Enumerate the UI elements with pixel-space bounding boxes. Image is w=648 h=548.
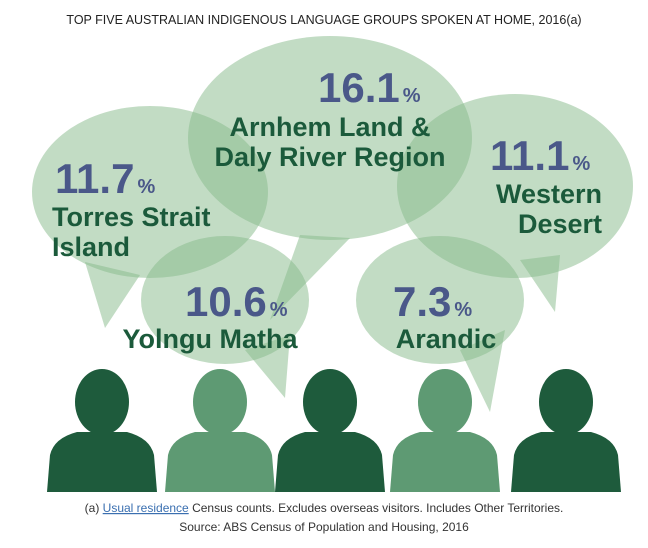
unit-label: % — [572, 153, 590, 175]
person-body — [47, 432, 157, 492]
footnote: (a) Usual residence Census counts. Exclu… — [85, 501, 564, 515]
unit-label: % — [137, 176, 155, 198]
unit-label: % — [270, 299, 288, 321]
speech-bubble — [356, 236, 524, 364]
person-head — [418, 369, 472, 435]
category-label: Yolngu Matha — [123, 324, 299, 354]
speech-bubble-tail — [245, 335, 290, 398]
person-head — [539, 369, 593, 435]
chart-title: TOP FIVE AUSTRALIAN INDIGENOUS LANGUAGE … — [66, 13, 581, 27]
person-body — [275, 432, 385, 492]
labels: 16.1 % Arnhem Land & Daly River Region 11.7%… — [52, 64, 602, 354]
person-body — [511, 432, 621, 492]
person-body — [390, 432, 500, 492]
unit-label: % — [454, 299, 472, 321]
person-head — [303, 369, 357, 435]
value-label: 11.1 — [490, 132, 569, 179]
footnote-text: Census counts. Excludes overseas visitor… — [192, 501, 563, 515]
bubbles — [32, 36, 633, 412]
category-label: Western Desert — [496, 179, 602, 239]
speech-bubble — [397, 94, 633, 278]
value-label: 10.6 — [185, 278, 267, 325]
speech-bubble — [32, 106, 268, 278]
person-head — [193, 369, 247, 435]
people — [47, 369, 621, 492]
value-label: 16.1 — [318, 64, 400, 111]
category-label: Torres Strait Island — [52, 202, 211, 262]
speech-bubble-tail — [85, 262, 140, 328]
speech-bubble-tail — [460, 330, 505, 412]
unit-label: % — [403, 85, 421, 107]
person-body — [165, 432, 275, 492]
speech-bubble-tail — [520, 255, 560, 312]
value-label: 11.7 — [55, 155, 134, 202]
footnote-marker: (a) — [85, 501, 100, 515]
category-label: Arnhem Land & Daly River Region — [214, 112, 445, 172]
category-label: Arandic — [396, 324, 497, 354]
value-label: 7.3 — [393, 278, 451, 325]
footnote-link[interactable]: Usual residence — [103, 501, 189, 515]
person-head — [75, 369, 129, 435]
source: Source: ABS Census of Population and Hou… — [179, 520, 469, 534]
speech-bubble — [141, 236, 309, 364]
